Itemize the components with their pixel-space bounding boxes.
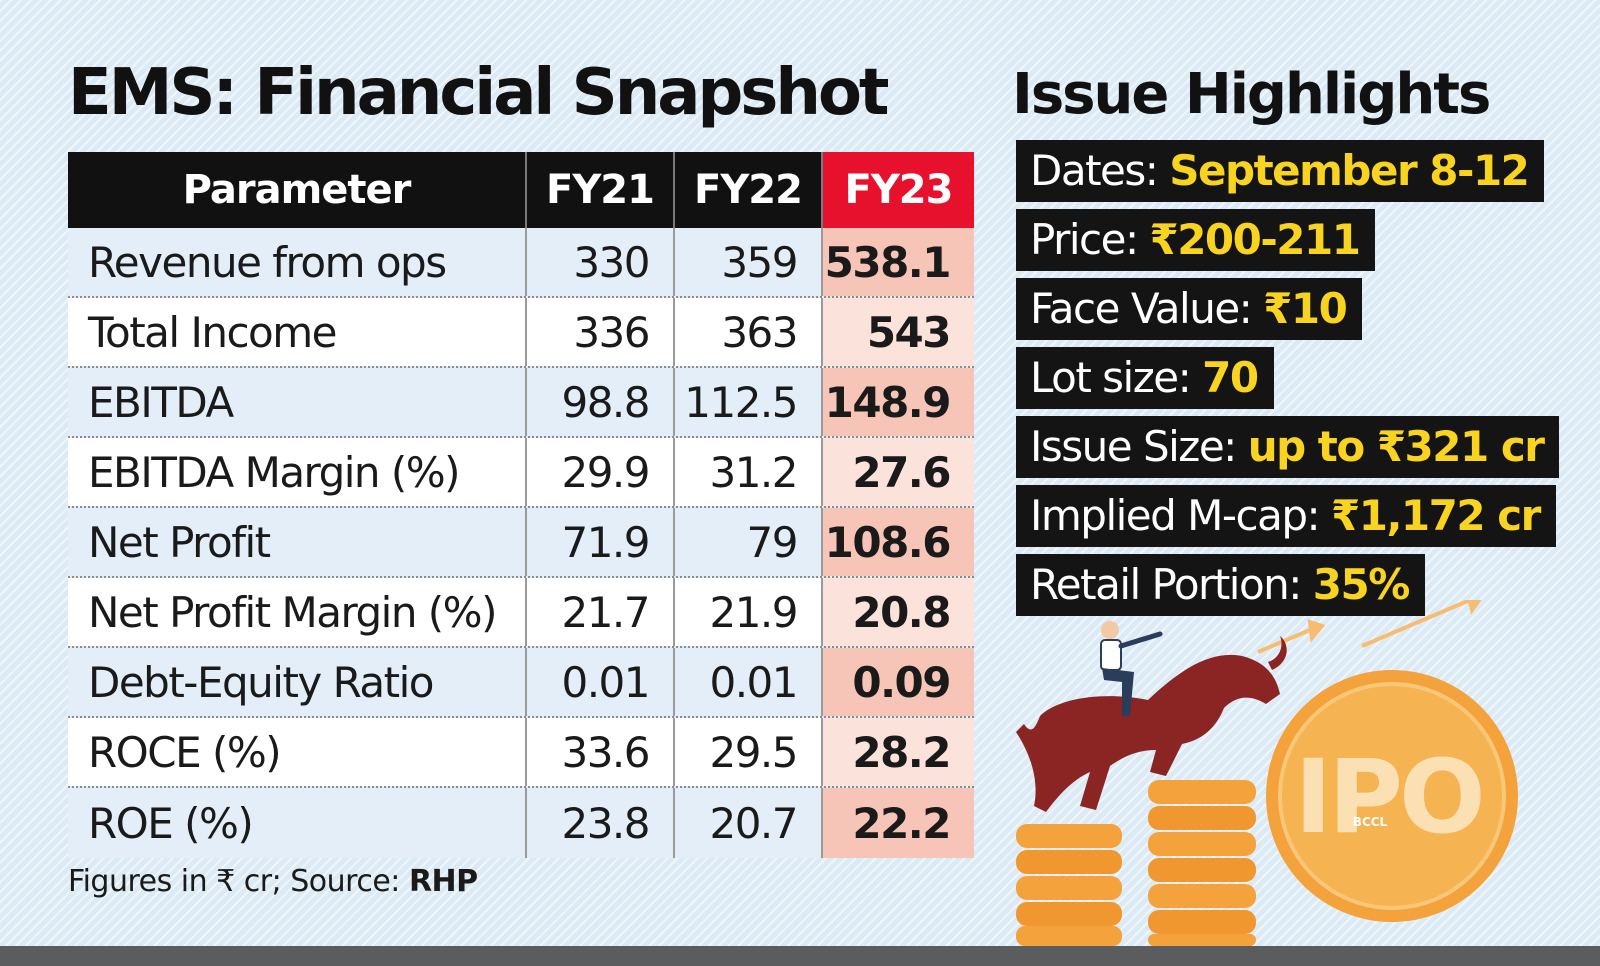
cell-fy22: 79: [675, 508, 823, 576]
table-header: Parameter FY21 FY22 FY23: [68, 152, 974, 228]
highlight-value: 35%: [1312, 560, 1411, 609]
highlights-list: Dates: September 8-12 Price: ₹200-211 Face…: [1016, 140, 1560, 623]
cell-fy21: 29.9: [527, 438, 675, 506]
header-fy22: FY22: [675, 152, 823, 228]
watermark-text: BCCL: [1353, 815, 1388, 829]
footer-bar: [0, 946, 1600, 966]
cell-parameter: Total Income: [68, 298, 527, 366]
cell-parameter: ROCE (%): [68, 718, 527, 786]
cell-fy22: 29.5: [675, 718, 823, 786]
highlights-title: Issue Highlights: [1012, 62, 1491, 127]
cell-parameter: Net Profit Margin (%): [68, 578, 527, 646]
cell-parameter: Net Profit: [68, 508, 527, 576]
table-row: EBITDA 98.8 112.5 148.9: [68, 368, 974, 438]
highlight-item: Lot size: 70: [1016, 347, 1274, 409]
cell-fy22: 31.2: [675, 438, 823, 506]
cell-fy23: 20.8: [823, 578, 974, 646]
cell-fy23: 148.9: [823, 368, 974, 436]
cell-fy22: 20.7: [675, 788, 823, 858]
highlight-item: Price: ₹200-211: [1016, 209, 1376, 271]
highlight-value: September 8-12: [1169, 146, 1530, 195]
highlight-value: ₹10: [1263, 284, 1348, 333]
cell-fy21: 98.8: [527, 368, 675, 436]
trend-arrows: [1257, 600, 1482, 654]
header-fy21: FY21: [527, 152, 675, 228]
cell-fy21: 330: [527, 228, 675, 296]
cell-fy22: 363: [675, 298, 823, 366]
table-row: Total Income 336 363 543: [68, 298, 974, 368]
highlight-value: up to ₹321 cr: [1247, 422, 1545, 471]
cell-parameter: Revenue from ops: [68, 228, 527, 296]
cell-fy21: 71.9: [527, 508, 675, 576]
cell-fy23: 27.6: [823, 438, 974, 506]
table-row: Net Profit Margin (%) 21.7 21.9 20.8: [68, 578, 974, 648]
cell-parameter: ROE (%): [68, 788, 527, 858]
cell-fy21: 0.01: [527, 648, 675, 716]
financial-table: Parameter FY21 FY22 FY23 Revenue from op…: [68, 152, 974, 858]
coin-stack-left: [1016, 824, 1122, 946]
table-row: Debt-Equity Ratio 0.01 0.01 0.09: [68, 648, 974, 718]
highlight-item: Dates: September 8-12: [1016, 140, 1545, 202]
arrowhead-2: [1467, 600, 1482, 615]
header-fy23: FY23: [823, 152, 974, 228]
highlight-label: Lot size:: [1030, 353, 1203, 402]
highlight-value: ₹200-211: [1149, 215, 1361, 264]
coin-stack-right: [1148, 780, 1256, 946]
cell-fy23: 108.6: [823, 508, 974, 576]
source-prefix: Figures in ₹ cr; Source:: [68, 864, 409, 899]
cell-fy22: 0.01: [675, 648, 823, 716]
cell-fy22: 359: [675, 228, 823, 296]
highlight-value: 70: [1202, 353, 1259, 402]
header-parameter: Parameter: [68, 152, 527, 228]
ipo-coin: IPO BCCL: [1266, 670, 1518, 922]
cell-parameter: EBITDA Margin (%): [68, 438, 527, 506]
highlight-item: Face Value: ₹10: [1016, 278, 1363, 340]
cell-fy21: 23.8: [527, 788, 675, 858]
cell-fy23: 0.09: [823, 648, 974, 716]
table-row: Revenue from ops 330 359 538.1: [68, 228, 974, 298]
highlight-label: Price:: [1030, 215, 1150, 264]
cell-fy22: 112.5: [675, 368, 823, 436]
table-row: ROCE (%) 33.6 29.5 28.2: [68, 718, 974, 788]
highlight-label: Face Value:: [1030, 284, 1264, 333]
cell-fy23: 22.2: [823, 788, 974, 858]
bull-icon: [1016, 636, 1287, 812]
bull-ipo-illustration: IPO BCCL: [1016, 600, 1518, 946]
highlight-item: Retail Portion: 35%: [1016, 554, 1425, 616]
cell-fy23: 28.2: [823, 718, 974, 786]
highlight-item: Implied M-cap: ₹1,172 cr: [1016, 485, 1556, 547]
cell-fy21: 33.6: [527, 718, 675, 786]
table-row: Net Profit 71.9 79 108.6: [68, 508, 974, 578]
highlight-label: Implied M-cap:: [1030, 491, 1332, 540]
cell-fy21: 336: [527, 298, 675, 366]
highlight-item: Issue Size: up to ₹321 cr: [1016, 416, 1560, 478]
cell-parameter: Debt-Equity Ratio: [68, 648, 527, 716]
cell-parameter: EBITDA: [68, 368, 527, 436]
highlight-value: ₹1,172 cr: [1331, 491, 1541, 540]
highlight-label: Issue Size:: [1030, 422, 1248, 471]
cell-fy23: 543: [823, 298, 974, 366]
source-note: Figures in ₹ cr; Source: RHP: [68, 864, 478, 899]
arrow-line-2: [1361, 600, 1471, 648]
highlight-label: Dates:: [1030, 146, 1170, 195]
ipo-coin-text: IPO: [1294, 738, 1481, 857]
table-row: ROE (%) 23.8 20.7 22.2: [68, 788, 974, 858]
arrowhead-1: [1307, 619, 1326, 643]
table-row: EBITDA Margin (%) 29.9 31.2 27.6: [68, 438, 974, 508]
source-name: RHP: [408, 864, 478, 899]
page-title: EMS: Financial Snapshot: [68, 56, 889, 130]
cell-fy21: 21.7: [527, 578, 675, 646]
highlight-label: Retail Portion:: [1030, 560, 1313, 609]
table-body: Revenue from ops 330 359 538.1 Total Income 3…: [68, 228, 974, 858]
rider-icon: [1100, 621, 1163, 716]
cell-fy22: 21.9: [675, 578, 823, 646]
cell-fy23: 538.1: [823, 228, 974, 296]
